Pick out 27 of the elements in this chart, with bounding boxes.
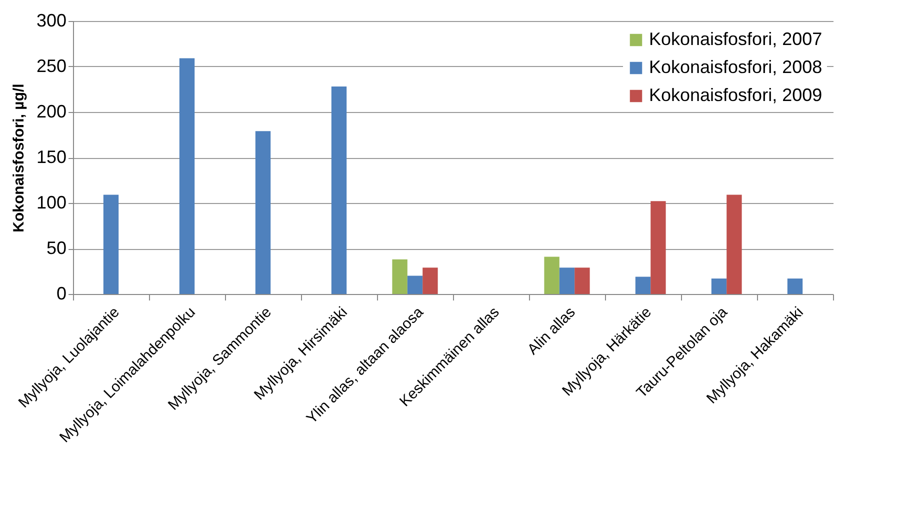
legend-label: Kokonaisfosfori, 2007 <box>649 29 822 49</box>
bar <box>407 276 423 294</box>
bar <box>392 259 408 294</box>
y-tick-label: 250 <box>36 56 66 76</box>
y-tick-label: 100 <box>36 192 66 212</box>
y-tick-label: 50 <box>46 238 66 258</box>
bar <box>650 201 666 294</box>
x-tick-label: Alin allas <box>524 304 579 358</box>
legend-label: Kokonaisfosfori, 2009 <box>649 85 822 105</box>
bar <box>711 278 727 294</box>
bar <box>422 268 438 294</box>
y-tick-label: 200 <box>36 102 66 122</box>
y-tick-label: 150 <box>36 147 66 167</box>
bar <box>787 278 803 294</box>
y-tick-label: 300 <box>36 10 66 30</box>
bar <box>559 268 575 294</box>
y-tick-label: 0 <box>56 284 66 304</box>
bar <box>255 131 271 294</box>
bar <box>179 58 195 294</box>
bar <box>574 268 590 294</box>
y-axis-title: Kokonaisfosfori, µg/l <box>10 84 28 232</box>
legend-label: Kokonaisfosfori, 2008 <box>649 57 822 77</box>
bar <box>544 256 560 294</box>
bar <box>103 194 119 294</box>
bar <box>635 276 651 294</box>
bar <box>726 194 742 294</box>
bar <box>331 86 347 294</box>
